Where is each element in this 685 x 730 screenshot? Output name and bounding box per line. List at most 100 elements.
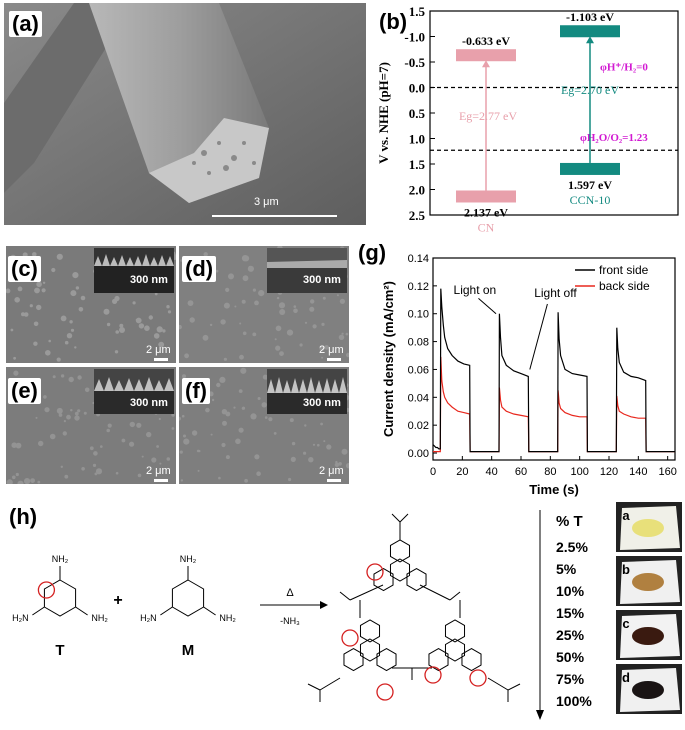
heptazine-left-left	[343, 647, 364, 672]
synthesis-scheme: NH₂ NH₂ H₂N T + NH₂ NH₂ H₂N M Δ -NH₃ % T 2.5% 5% 10% 15…	[12, 502, 682, 720]
chart-frame	[432, 257, 676, 461]
photo-powder	[632, 681, 664, 699]
y-axis-label: V vs. NHE (pH=7)	[376, 62, 391, 164]
y-tick-label: -0.5	[404, 55, 425, 70]
linker	[419, 584, 451, 601]
methyl	[339, 591, 351, 601]
x-tick-label: 100	[570, 466, 588, 478]
legend-label: front side	[599, 263, 649, 277]
heptazine-top-center	[389, 558, 411, 582]
linker	[487, 677, 509, 691]
y-tick-label: 0.08	[408, 337, 429, 349]
panel-d-scale-bar	[327, 358, 341, 361]
methyl	[399, 513, 409, 523]
percent-value: 50%	[556, 649, 585, 665]
percent-value: 10%	[556, 583, 585, 599]
reaction-arrowhead	[320, 601, 328, 609]
highlight-circle	[37, 581, 56, 599]
gap-arrowhead-CCN-10	[586, 36, 594, 44]
panel-f-sem: 300 nm 2 μm	[179, 367, 349, 484]
y-tick-label: 2.5	[409, 208, 426, 223]
cb-label-CCN-10: -1.103 eV	[566, 10, 614, 24]
methyl	[507, 683, 521, 691]
amine-bond	[32, 606, 45, 616]
photo-label: d	[622, 670, 630, 685]
x-tick-label: 120	[600, 466, 618, 478]
y-tick-label: 0.06	[408, 364, 429, 376]
amine-bond	[75, 606, 88, 616]
x-tick-label: 0	[430, 466, 436, 478]
conduction-band-CN	[456, 49, 516, 62]
nh2-label-T: NH₂	[52, 554, 69, 564]
heptazine-right-center	[444, 638, 466, 662]
panel-c-scale-bar	[154, 358, 168, 361]
highlight-circle	[341, 629, 359, 647]
h2n-label-M: H₂N	[140, 613, 157, 623]
y-tick-label: 0.00	[408, 448, 429, 460]
panel-f-inset	[267, 369, 347, 414]
highlight-circle	[469, 669, 487, 687]
arrow-label-delta: Δ	[286, 587, 294, 599]
panel-a: 3 μm (a)	[4, 3, 366, 225]
heptazine-right-top	[444, 619, 466, 643]
h2n-label-T: H₂N	[12, 613, 29, 623]
photo-powder	[632, 627, 664, 645]
y-tick-label: 0.12	[408, 281, 429, 293]
series-line-front-side	[432, 288, 675, 453]
x-tick-label: 40	[486, 466, 498, 478]
panel-a-label: (a)	[9, 11, 42, 37]
y-axis-label: Current density (mA/cm²)	[381, 281, 396, 437]
panel-g: 0.00 0.02 0.04 0.06 0.08 0.10 0.12 0.14 0 20 40 60 8…	[353, 238, 683, 500]
conduction-band-CCN-10	[560, 25, 620, 38]
nh2-label-M: NH₂	[180, 554, 197, 564]
y-tick-label: 0.14	[408, 253, 429, 265]
x-tick-label: 160	[658, 466, 676, 478]
percent-value: 25%	[556, 627, 585, 643]
panel-e-inset-scale: 300 nm	[130, 397, 168, 409]
y-tick-label: 0.5	[409, 106, 426, 121]
annotation-arrow	[478, 298, 497, 315]
heptazine-right-right	[461, 647, 482, 672]
panel-b: -1.5 -1.0 -0.5 0.0 0.5 1.0 1.5 2.0 2.5 V vs. NHE …	[372, 3, 682, 234]
panel-f-inset-scale: 300 nm	[303, 397, 341, 409]
heptazine-left-right	[376, 647, 397, 672]
panel-e-scale-bar	[154, 479, 168, 482]
heptazine-top-top	[389, 539, 411, 563]
panel-e-scale: 2 μm	[146, 465, 171, 477]
percent-value: 5%	[556, 561, 577, 577]
percent-value: 75%	[556, 671, 585, 687]
linker	[349, 584, 384, 601]
panel-f-scale-bar	[327, 479, 341, 482]
annotation-arrow	[529, 303, 548, 370]
y-tick-label: 1.5	[409, 157, 426, 172]
panel-a-scale-bar	[212, 215, 337, 217]
vb-label-CN: 2.137 eV	[464, 205, 508, 219]
panel-h: (h) NH₂ NH₂ H₂N T + NH₂ NH₂ H₂N M Δ -NH₃ % T 2.5% 5% 1…	[0, 500, 685, 725]
panel-c-inset	[94, 248, 174, 293]
linker	[319, 677, 341, 691]
photocurrent-chart: 0.00 0.02 0.04 0.06 0.08 0.10 0.12 0.14 0 20 40 60 8…	[381, 253, 677, 497]
panel-d-label: (d)	[182, 256, 217, 282]
eg-label-CN: Eg=2.77 eV	[459, 109, 517, 123]
panel-f-scale: 2 μm	[319, 465, 344, 477]
panel-a-scale-text: 3 μm	[254, 196, 279, 208]
vb-label-CCN-10: 1.597 eV	[568, 178, 612, 192]
x-tick-label: 60	[515, 466, 527, 478]
highlight-circle	[376, 683, 394, 701]
percent-arrowhead	[536, 710, 544, 720]
panel-g-label: (g)	[355, 240, 390, 266]
y-tick-label: 0.0	[409, 81, 425, 96]
x-tick-label: 140	[629, 466, 647, 478]
heptazine-top-right	[406, 567, 427, 592]
photo-label: b	[622, 562, 630, 577]
x-tick-label: 80	[544, 466, 556, 478]
material-label-CN: CN	[478, 220, 495, 233]
panel-c-label: (c)	[8, 256, 41, 282]
percent-value: 100%	[556, 693, 592, 709]
photo-powder	[632, 573, 664, 591]
annotation-light-on: Light on	[454, 283, 497, 297]
methyl	[391, 513, 401, 523]
legend-label: back side	[599, 279, 650, 293]
photo-label: c	[622, 616, 629, 631]
reference-line-label: φH⁺/H₂=0	[600, 62, 648, 74]
